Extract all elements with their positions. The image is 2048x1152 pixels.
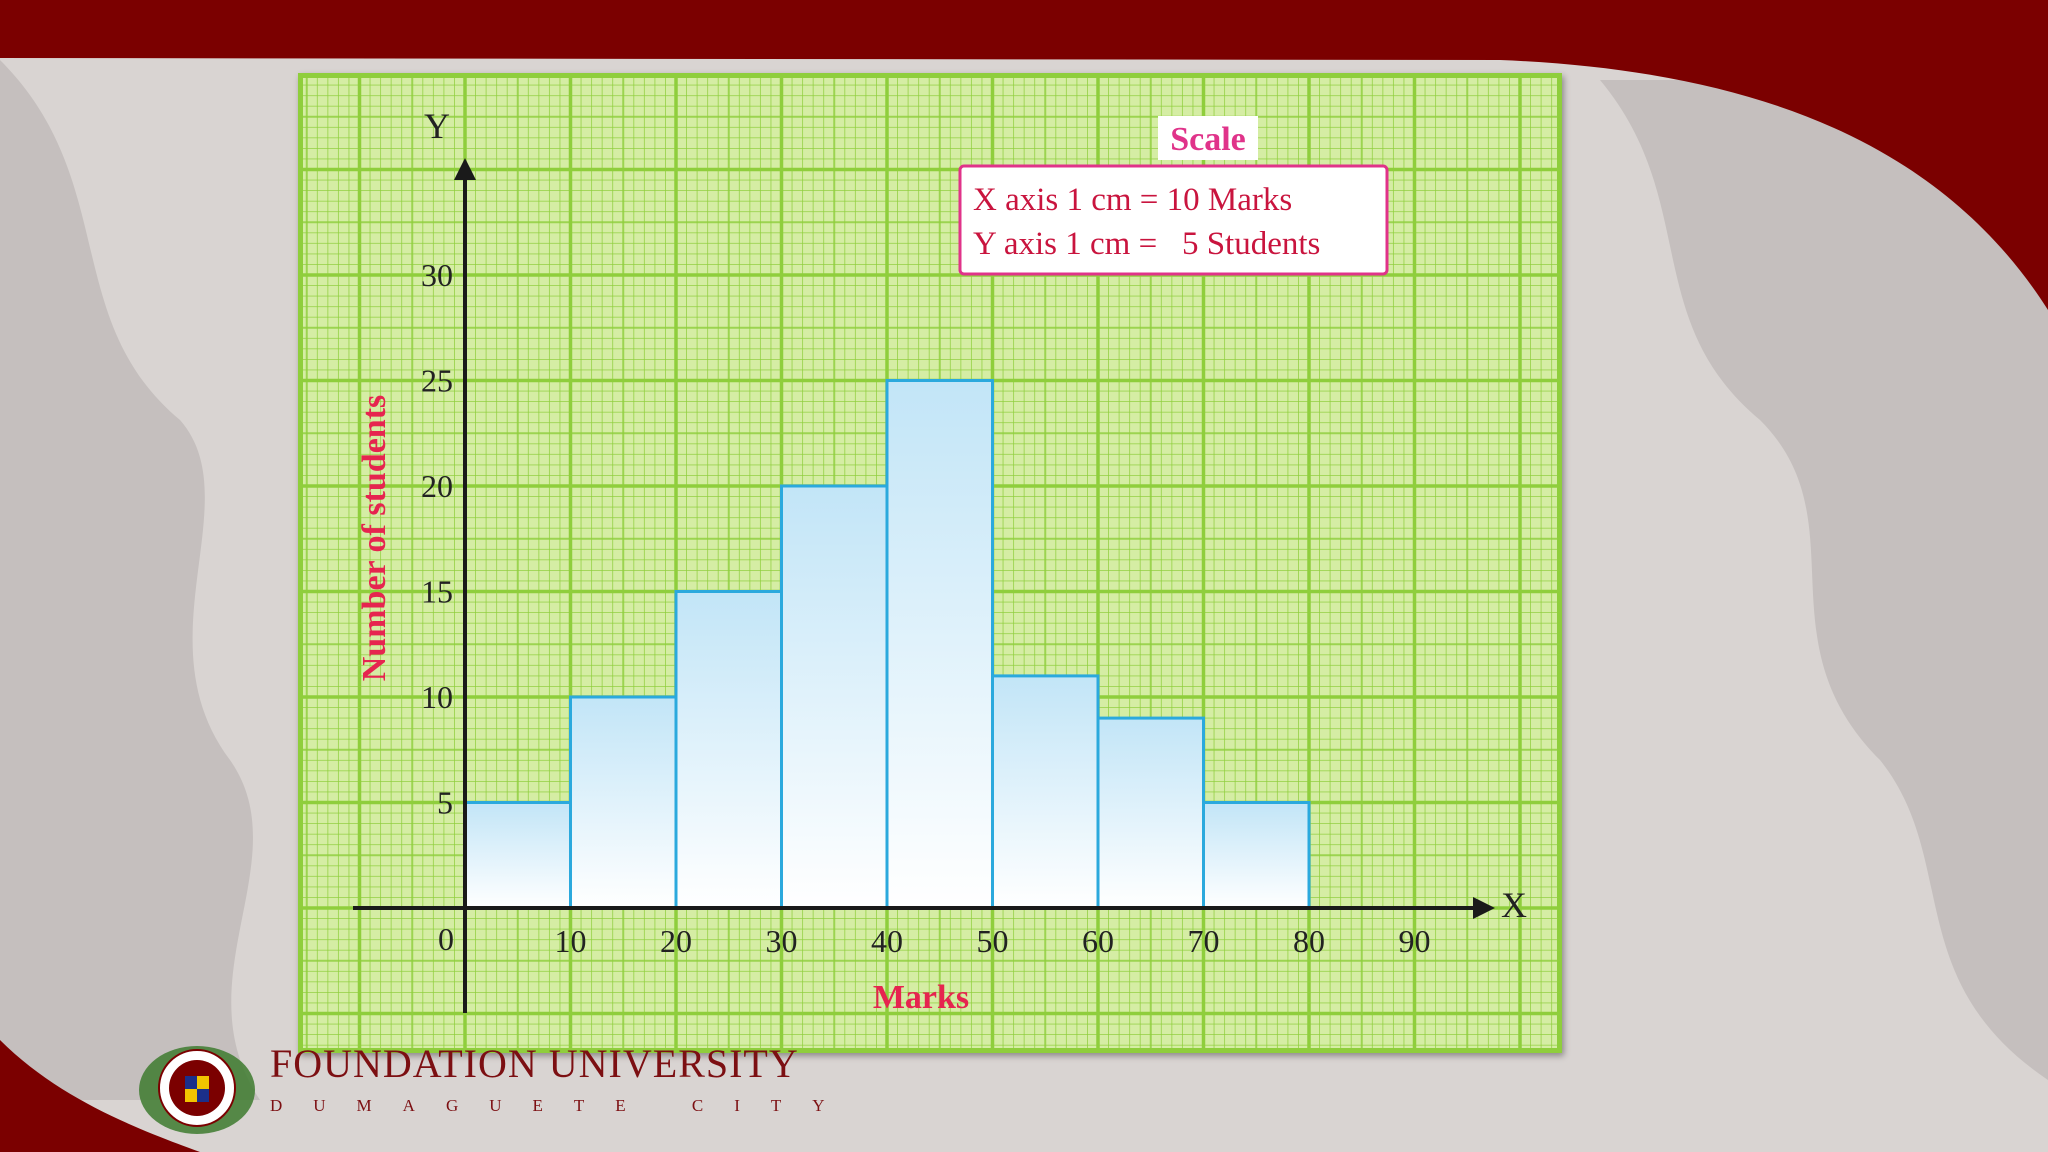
- histogram-bar-1: [463, 801, 572, 910]
- university-city: DUMAGUETE CITY: [270, 1096, 856, 1115]
- x-tick-label: 90: [1399, 923, 1431, 959]
- bottom-maroon-corner: [0, 1040, 200, 1152]
- x-tick-label: 40: [871, 923, 903, 959]
- y-axis-title: Number of students: [356, 395, 393, 682]
- scale-line-y: Y axis 1 cm = 5 Students: [973, 226, 1320, 262]
- x-tick-label: 60: [1082, 923, 1114, 959]
- origin-label: 0: [438, 921, 454, 957]
- x-tick-label: 50: [977, 923, 1009, 959]
- y-tick-label: 15: [421, 574, 453, 610]
- x-axis-letter: X: [1501, 885, 1527, 925]
- university-seal-icon: [139, 1046, 255, 1134]
- top-maroon-band: [0, 0, 2048, 310]
- scale-line-x: X axis 1 cm = 10 Marks: [973, 182, 1292, 218]
- scale-title: Scale: [1170, 121, 1246, 158]
- histogram-chart: 10 20 30 40 50 60 70 80 90 5 10 15 20 25 30 Marks Numb…: [303, 78, 1557, 1048]
- x-tick-label: 30: [766, 923, 798, 959]
- y-tick-label: 5: [437, 785, 453, 821]
- x-axis-arrow-icon: [1473, 897, 1495, 919]
- x-tick-label: 70: [1188, 923, 1220, 959]
- y-axis-arrow-icon: [454, 158, 476, 180]
- x-tick-label: 10: [555, 923, 587, 959]
- histogram-bar-6: [991, 674, 1100, 910]
- tick-labels: 10 20 30 40 50 60 70 80 90 5 10 15 20 25 30: [421, 257, 1431, 959]
- histogram-card: 10 20 30 40 50 60 70 80 90 5 10 15 20 25 30 Marks Numb…: [298, 73, 1562, 1053]
- x-tick-label: 80: [1293, 923, 1325, 959]
- histogram-bar-4: [780, 484, 889, 910]
- histogram-bar-5: [885, 379, 994, 910]
- university-branding: FOUNDATION UNIVERSITY DUMAGUETE CITY: [135, 1040, 835, 1140]
- histogram-bar-2: [569, 695, 678, 910]
- y-tick-label: 25: [421, 363, 453, 399]
- x-axis-title: Marks: [873, 979, 969, 1016]
- y-axis-letter: Y: [424, 106, 450, 146]
- y-tick-label: 30: [421, 257, 453, 293]
- university-name: FOUNDATION UNIVERSITY: [270, 1041, 799, 1086]
- y-tick-label: 20: [421, 468, 453, 504]
- graph-paper-grid: [303, 78, 1557, 1048]
- histogram-bar-3: [674, 590, 783, 910]
- histogram-bar-8: [1202, 801, 1311, 910]
- scale-box: Scale X axis 1 cm = 10 Marks Y axis 1 cm…: [958, 116, 1389, 276]
- histogram-bar-7: [1096, 716, 1205, 910]
- x-tick-label: 20: [660, 923, 692, 959]
- axes: [353, 158, 1495, 1013]
- y-tick-label: 10: [421, 679, 453, 715]
